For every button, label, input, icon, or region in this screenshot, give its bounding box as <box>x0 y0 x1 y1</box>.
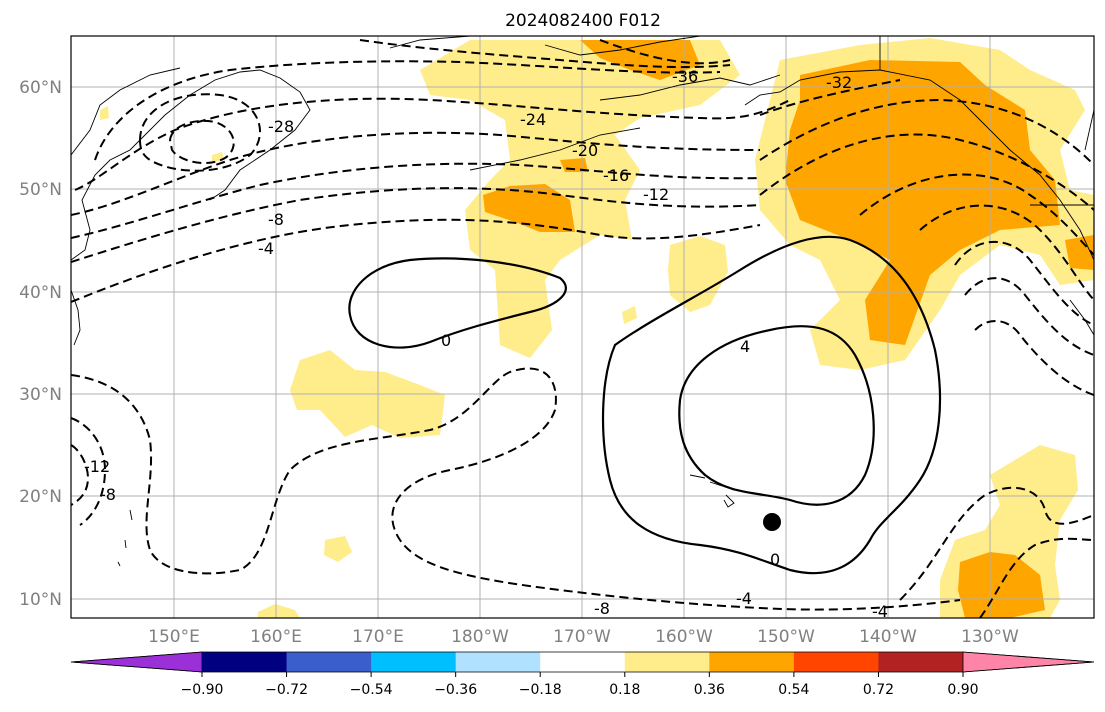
contour-label: -32 <box>826 73 852 92</box>
contour-label: -4 <box>736 589 752 608</box>
storm-center-dot <box>763 513 781 531</box>
negative-contours <box>71 39 1094 618</box>
lon-label: 150°W <box>757 627 815 647</box>
lat-label: 60°N <box>19 78 62 98</box>
contour-label: -8 <box>594 599 610 618</box>
contour-label: -28 <box>268 117 294 136</box>
longitude-labels: 150°E 160°E 170°E 180°W 170°W 160°W 150°… <box>148 627 1019 647</box>
colorbar-tick-label: −0.18 <box>519 682 562 698</box>
contour-labels: -36 -32 -28 -24 -20 -16 -12 -12 -8 -8 -8… <box>84 67 888 621</box>
contour-label: -20 <box>572 141 598 160</box>
colorbar-segment <box>878 652 964 672</box>
lat-label: 50°N <box>19 180 62 200</box>
colorbar <box>70 651 1095 673</box>
colorbar-tick-label: 0.90 <box>947 682 978 698</box>
colorbar-segment <box>371 652 457 672</box>
contour-label: -8 <box>268 210 284 229</box>
colorbar-tick-label: 0.72 <box>863 682 894 698</box>
contour-label: 0 <box>441 331 451 350</box>
positive-contours <box>348 235 942 575</box>
contour-label: 4 <box>740 337 750 356</box>
lon-label: 130°W <box>961 627 1019 647</box>
lon-label: 180°W <box>451 627 509 647</box>
colorbar-segment <box>202 652 288 672</box>
colorbar-segment <box>286 652 372 672</box>
colorbar-ticks: −0.90 −0.72 −0.54 −0.36 −0.18 0.18 0.36 0.54 0.7… <box>181 672 979 698</box>
colorbar-tick-label: −0.72 <box>265 682 308 698</box>
colorbar-segment <box>70 651 203 673</box>
colorbar-tick-label: 0.18 <box>609 682 640 698</box>
lon-label: 160°W <box>655 627 713 647</box>
lat-label: 30°N <box>19 385 62 405</box>
contour-label: -8 <box>100 485 116 504</box>
colorbar-segment <box>540 652 626 672</box>
contour-label: -16 <box>603 166 629 185</box>
colorbar-tick-label: −0.54 <box>350 682 393 698</box>
lon-label: 140°W <box>859 627 917 647</box>
map-frame <box>70 35 1095 619</box>
colorbar-tick-label: 0.36 <box>694 682 725 698</box>
colorbar-tick-label: 0.54 <box>778 682 809 698</box>
colorbar-tick-label: −0.90 <box>181 682 224 698</box>
lat-label: 10°N <box>19 590 62 610</box>
contour-label: -4 <box>258 239 274 258</box>
contour-label: -12 <box>643 185 669 204</box>
colorbar-segment <box>709 652 795 672</box>
lat-label: 20°N <box>19 487 62 507</box>
map-title: 2024082400 F012 <box>505 11 661 31</box>
colorbar-segment <box>793 652 879 672</box>
lon-label: 150°E <box>148 627 200 647</box>
lon-label: 160°E <box>250 627 302 647</box>
lon-label: 170°W <box>553 627 611 647</box>
contour-label: 0 <box>770 550 780 569</box>
contour-label: -4 <box>872 602 888 621</box>
contour-label: -12 <box>84 457 110 476</box>
colorbar-segment <box>455 652 541 672</box>
latitude-labels: 60°N 50°N 40°N 30°N 20°N 10°N <box>19 78 62 610</box>
colorbar-segment <box>624 652 710 672</box>
lon-label: 170°E <box>352 627 404 647</box>
colorbar-segment <box>962 651 1095 673</box>
coastlines <box>71 36 1094 567</box>
colorbar-tick-label: −0.36 <box>434 682 477 698</box>
lat-label: 40°N <box>19 283 62 303</box>
contour-label: -24 <box>520 110 546 129</box>
contour-label: -36 <box>672 67 698 86</box>
